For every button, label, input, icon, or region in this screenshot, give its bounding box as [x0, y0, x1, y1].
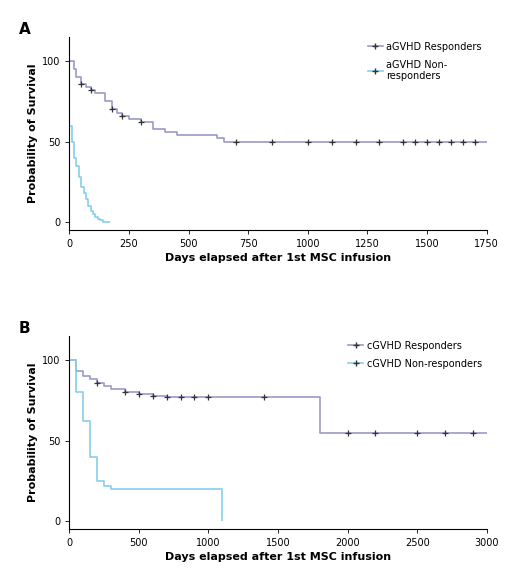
Point — [375, 137, 384, 146]
Point — [93, 378, 101, 387]
Point — [135, 389, 143, 399]
Point — [268, 137, 276, 146]
Point — [399, 137, 408, 146]
Point — [352, 137, 360, 146]
Point — [459, 137, 467, 146]
Point — [413, 428, 421, 437]
Legend: aGVHD Responders, aGVHD Non-
responders: aGVHD Responders, aGVHD Non- responders — [368, 42, 482, 82]
Point — [371, 428, 380, 437]
X-axis label: Days elapsed after 1st MSC infusion: Days elapsed after 1st MSC infusion — [165, 552, 391, 562]
Point — [435, 137, 443, 146]
Point — [204, 392, 213, 402]
Text: B: B — [19, 321, 31, 336]
Point — [328, 137, 336, 146]
Point — [232, 137, 240, 146]
Point — [108, 105, 116, 114]
Point — [260, 392, 268, 402]
Point — [447, 137, 455, 146]
Point — [343, 428, 352, 437]
Point — [77, 79, 85, 89]
Point — [176, 392, 185, 402]
Y-axis label: Probability of Survival: Probability of Survival — [28, 363, 37, 503]
Legend: cGVHD Responders, cGVHD Non-responders: cGVHD Responders, cGVHD Non-responders — [348, 341, 482, 368]
Point — [86, 86, 95, 95]
Point — [423, 137, 431, 146]
Point — [469, 428, 477, 437]
Point — [137, 118, 145, 127]
Y-axis label: Probability of Survival: Probability of Survival — [28, 64, 37, 203]
Point — [162, 392, 171, 402]
Point — [118, 111, 126, 121]
Point — [441, 428, 449, 437]
Point — [304, 137, 312, 146]
X-axis label: Days elapsed after 1st MSC infusion: Days elapsed after 1st MSC infusion — [165, 253, 391, 263]
Point — [411, 137, 419, 146]
Point — [149, 391, 157, 401]
Point — [190, 392, 199, 402]
Point — [121, 388, 129, 397]
Point — [471, 137, 479, 146]
Text: A: A — [19, 22, 31, 37]
